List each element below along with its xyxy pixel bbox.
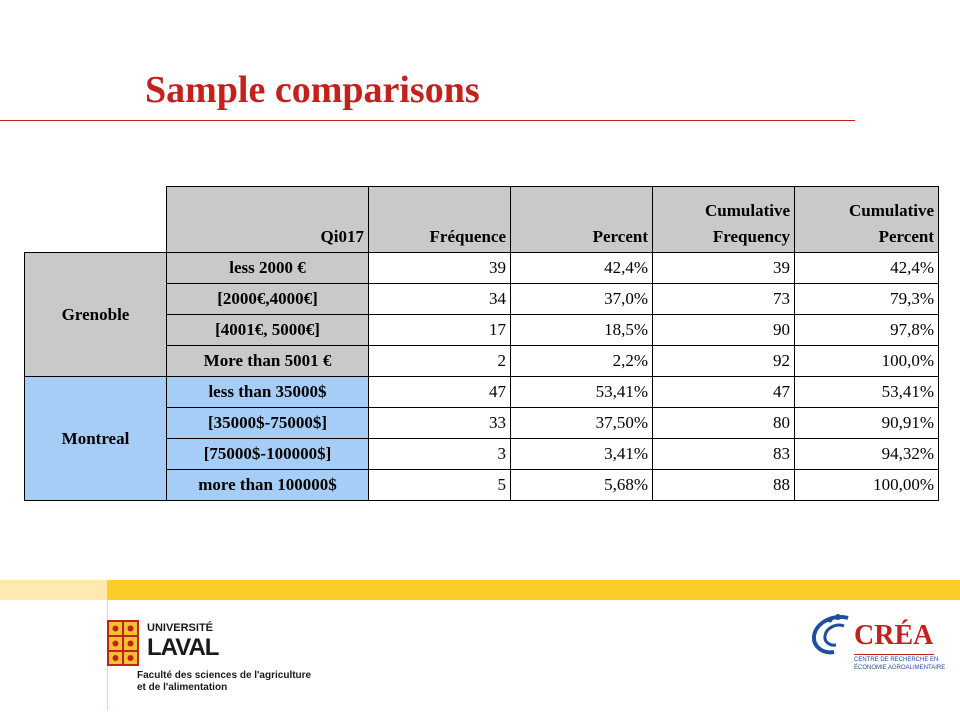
percent-cell: 53,41% — [510, 376, 653, 408]
cumulative-frequency-cell: 80 — [652, 407, 795, 439]
frequency-cell: 33 — [368, 407, 511, 439]
category-cell: [2000€,4000€] — [166, 283, 369, 315]
cumulative-percent-cell: 42,4% — [794, 252, 939, 284]
percent-cell: 42,4% — [510, 252, 653, 284]
laval-shield-icon — [107, 620, 139, 666]
group-label-montreal: Montreal — [24, 376, 167, 501]
cumulative-frequency-cell: 88 — [652, 469, 795, 501]
header-cumpct-line2: Percent — [878, 227, 934, 246]
cumulative-percent-cell: 97,8% — [794, 314, 939, 346]
header-percent: Percent — [510, 186, 653, 253]
comparison-table: Qi017 Fréquence Percent Cumulative Freque… — [24, 186, 939, 501]
table-row: [75000$-100000$] 3 3,41% 83 94,32% — [25, 438, 939, 470]
footer-band-right — [107, 580, 960, 600]
cumulative-percent-cell: 100,00% — [794, 469, 939, 501]
percent-cell: 2,2% — [510, 345, 653, 377]
category-cell: more than 100000$ — [166, 469, 369, 501]
percent-cell: 5,68% — [510, 469, 653, 501]
frequency-cell: 17 — [368, 314, 511, 346]
header-cumpct-line1: Cumulative — [849, 201, 934, 220]
group-label-grenoble: Grenoble — [24, 252, 167, 377]
cumulative-frequency-cell: 90 — [652, 314, 795, 346]
table-header-row: Qi017 Fréquence Percent Cumulative Freque… — [24, 186, 939, 253]
table-row: Montreal less than 35000$ 47 53,41% 47 5… — [24, 376, 939, 501]
crea-logo: CRÉA CENTRE DE RECHERCHE EN ÉCONOMIE AGR… — [808, 612, 948, 682]
cumulative-percent-cell: 90,91% — [794, 407, 939, 439]
table-row: [35000$-75000$] 33 37,50% 80 90,91% — [25, 407, 939, 439]
category-cell: less 2000 € — [166, 252, 369, 284]
cumulative-percent-cell: 53,41% — [794, 376, 939, 408]
cumulative-percent-cell: 100,0% — [794, 345, 939, 377]
percent-cell: 3,41% — [510, 438, 653, 470]
category-cell: [35000$-75000$] — [166, 407, 369, 439]
header-qi017: Qi017 — [166, 186, 369, 253]
header-blank-cell — [24, 186, 167, 253]
cumulative-frequency-cell: 73 — [652, 283, 795, 315]
cumulative-percent-cell: 79,3% — [794, 283, 939, 315]
footer-band-left — [0, 580, 107, 600]
table-row: more than 100000$ 5 5,68% 88 100,00% — [25, 469, 939, 501]
cumulative-percent-cell: 94,32% — [794, 438, 939, 470]
laval-line4: et de l'alimentation — [137, 682, 228, 693]
crea-swirl-icon — [811, 614, 849, 655]
category-cell: less than 35000$ — [166, 376, 369, 408]
category-cell: More than 5001 € — [166, 345, 369, 377]
category-cell: [75000$-100000$] — [166, 438, 369, 470]
table-row: [4001€, 5000€] 17 18,5% 90 97,8% — [25, 314, 939, 346]
slide-title: Sample comparisons — [145, 69, 480, 111]
crea-rule — [854, 654, 934, 655]
laval-line1: UNIVERSITÉ — [147, 622, 214, 634]
cumulative-frequency-cell: 47 — [652, 376, 795, 408]
crea-name: CRÉA — [854, 620, 934, 651]
header-frequence: Fréquence — [368, 186, 511, 253]
header-cumfreq-line1: Cumulative — [705, 201, 790, 220]
cumulative-frequency-cell: 83 — [652, 438, 795, 470]
header-cumulative-percent: Cumulative Percent — [794, 186, 939, 253]
frequency-cell: 47 — [368, 376, 511, 408]
frequency-cell: 34 — [368, 283, 511, 315]
frequency-cell: 2 — [368, 345, 511, 377]
title-underline — [0, 120, 855, 121]
universite-laval-logo: UNIVERSITÉ LAVAL Faculté des sciences de… — [107, 618, 311, 698]
header-cumulative-frequency: Cumulative Frequency — [652, 186, 795, 253]
cumulative-frequency-cell: 39 — [652, 252, 795, 284]
frequency-cell: 3 — [368, 438, 511, 470]
frequency-cell: 5 — [368, 469, 511, 501]
header-cumfreq-line2: Frequency — [712, 227, 790, 246]
cumulative-frequency-cell: 92 — [652, 345, 795, 377]
percent-cell: 37,50% — [510, 407, 653, 439]
percent-cell: 37,0% — [510, 283, 653, 315]
frequency-cell: 39 — [368, 252, 511, 284]
crea-line1: CENTRE DE RECHERCHE EN — [854, 657, 939, 663]
table-row: [2000€,4000€] 34 37,0% 73 79,3% — [25, 283, 939, 315]
table-row: Grenoble less 2000 € 39 42,4% 39 42,4% — [24, 252, 939, 377]
laval-line2: LAVAL — [147, 634, 219, 661]
laval-line3: Faculté des sciences de l'agriculture — [137, 670, 312, 681]
percent-cell: 18,5% — [510, 314, 653, 346]
category-cell: [4001€, 5000€] — [166, 314, 369, 346]
crea-line2: ÉCONOMIE AGROALIMENTAIRE — [854, 665, 946, 671]
